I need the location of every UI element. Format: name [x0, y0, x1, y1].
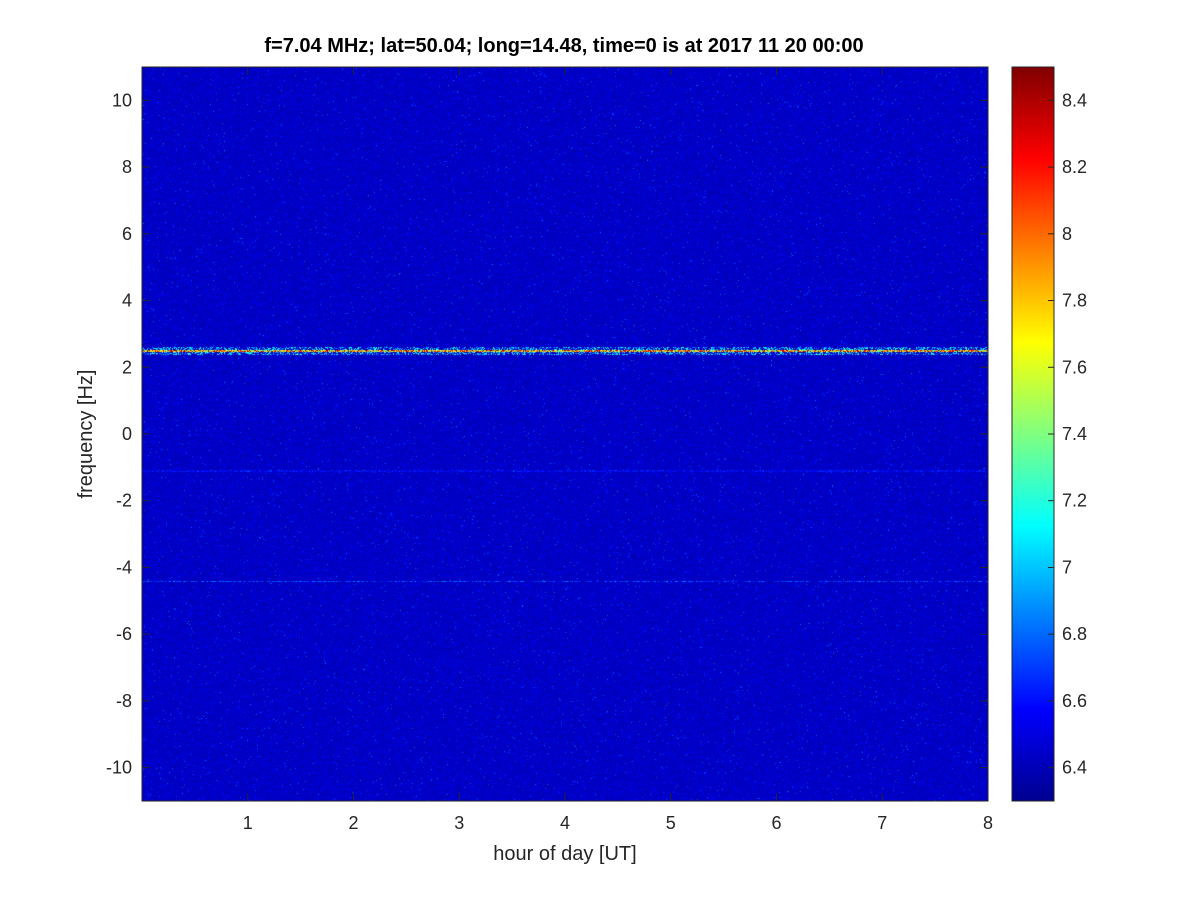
y-tick-label: 0 — [122, 424, 132, 444]
spectrogram-image — [142, 67, 988, 801]
colorbar-tick-label: 7.4 — [1062, 424, 1087, 444]
colorbar-tick-label: 7.2 — [1062, 491, 1087, 511]
y-axis-label: frequency [Hz] — [75, 370, 97, 499]
x-axis-label: hour of day [UT] — [493, 843, 636, 865]
y-tick-label: -6 — [116, 624, 132, 644]
plot-area — [141, 66, 989, 802]
y-tick-label: -8 — [116, 691, 132, 711]
x-tick-label: 3 — [454, 813, 464, 833]
colorbar: 8.4 8.2 8 7.8 7.6 7.4 7.2 7 6.8 6.6 6.4 — [1011, 66, 1087, 802]
y-tick-label: 2 — [122, 357, 132, 377]
colorbar-tick-label: 7.6 — [1062, 357, 1087, 377]
colorbar-tick-label: 8 — [1062, 224, 1072, 244]
x-tick-label: 8 — [983, 813, 993, 833]
x-tick-label: 5 — [666, 813, 676, 833]
spectrogram-image-container — [142, 67, 988, 801]
x-tick-label: 1 — [243, 813, 253, 833]
colorbar-gradient — [1012, 67, 1054, 801]
colorbar-tick-label: 6.6 — [1062, 691, 1087, 711]
colorbar-tick-label: 6.4 — [1062, 758, 1087, 778]
x-axis: 1 2 3 4 5 6 7 8 — [243, 67, 993, 833]
colorbar-tick-label: 7.8 — [1062, 291, 1087, 311]
y-tick-label: 10 — [112, 90, 132, 110]
x-tick-label: 4 — [560, 813, 570, 833]
y-tick-label: 4 — [122, 291, 132, 311]
y-axis: 10 8 6 4 2 0 -2 -4 -6 -8 -10 — [106, 90, 988, 778]
y-tick-label: -10 — [106, 758, 132, 778]
colorbar-tick-label: 8.2 — [1062, 157, 1087, 177]
x-tick-label: 7 — [877, 813, 887, 833]
colorbar-ticks: 8.4 8.2 8 7.8 7.6 7.4 7.2 7 6.8 6.6 6.4 — [1048, 90, 1087, 778]
x-tick-label: 2 — [348, 813, 358, 833]
y-tick-label: -4 — [116, 557, 132, 577]
colorbar-tick-label: 6.8 — [1062, 624, 1087, 644]
chart-title: f=7.04 MHz; lat=50.04; long=14.48, time=… — [264, 35, 863, 57]
y-tick-label: 8 — [122, 157, 132, 177]
y-tick-label: -2 — [116, 491, 132, 511]
colorbar-tick-label: 7 — [1062, 557, 1072, 577]
x-tick-label: 6 — [771, 813, 781, 833]
y-tick-label: 6 — [122, 224, 132, 244]
colorbar-tick-label: 8.4 — [1062, 90, 1087, 110]
